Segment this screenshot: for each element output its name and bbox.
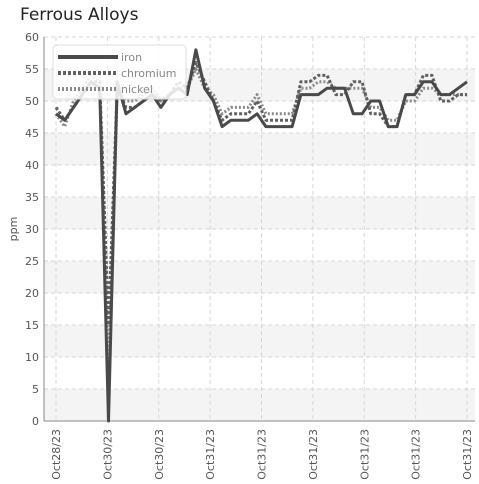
x-tick-label: Oct31/23: [461, 429, 474, 480]
y-tick-label: 30: [25, 223, 39, 236]
x-tick-label: Oct30/23: [101, 429, 114, 480]
series-line-nickel: [54, 67, 467, 372]
y-tick-label: 25: [25, 255, 39, 268]
legend-label-chromium: chromium: [121, 67, 177, 80]
x-tick-label: Oct31/23: [410, 429, 423, 480]
x-tick-label: Oct30/23: [153, 429, 166, 480]
y-tick-label: 60: [25, 31, 39, 44]
x-tick-label: Oct31/23: [256, 429, 269, 480]
legend: iron chromium nickel: [52, 44, 187, 100]
y-tick-label: 0: [32, 415, 39, 428]
y-tick-label: 55: [25, 63, 39, 76]
series-lines: [54, 48, 468, 423]
y-tick-label: 5: [32, 383, 39, 396]
background-band: [44, 389, 475, 421]
legend-label-nickel: nickel: [121, 83, 153, 96]
background-band: [44, 197, 475, 229]
y-tick-label: 45: [25, 127, 39, 140]
x-tick-label: Oct31/23: [307, 429, 320, 480]
x-tick-label: Oct31/23: [358, 429, 371, 480]
legend-label-iron: iron: [121, 51, 142, 64]
y-tick-label: 40: [25, 159, 39, 172]
y-tick-label: 10: [25, 351, 39, 364]
y-tick-label: 15: [25, 319, 39, 332]
background-band: [44, 133, 475, 165]
y-tick-label: 35: [25, 191, 39, 204]
y-axis-label: ppm: [7, 217, 20, 242]
series-line-iron: [55, 48, 468, 423]
x-tick-labels: Oct28/23 Oct30/23 Oct30/23 Oct31/23 Oct31/23…: [50, 429, 474, 480]
y-tick-label: 50: [25, 95, 39, 108]
x-tick-label: Oct31/23: [204, 429, 217, 480]
background-band: [44, 261, 475, 293]
axes: [43, 37, 475, 422]
x-tick-label: Oct28/23: [50, 429, 63, 480]
y-tick-labels: 0 5 10 15 20 25 30 35 40 45 50 55 60: [25, 31, 39, 428]
y-tick-label: 20: [25, 287, 39, 300]
chart-title: Ferrous Alloys: [20, 5, 139, 25]
background-band: [44, 325, 475, 357]
